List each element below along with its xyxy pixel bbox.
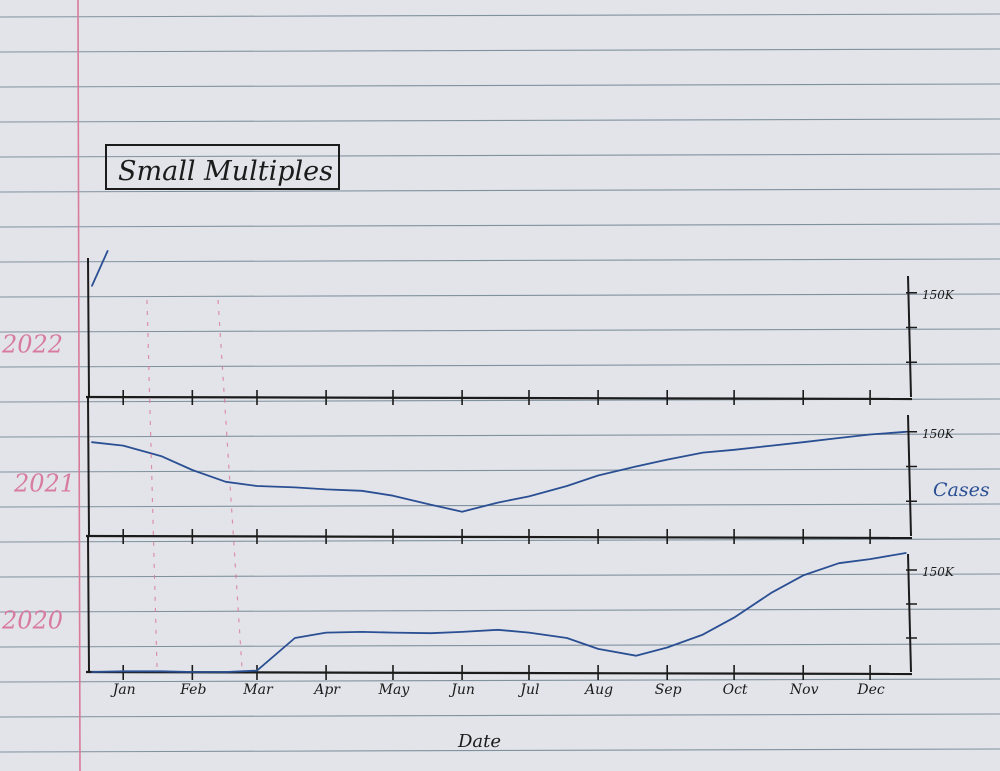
- year-label-2020: 2020: [1, 606, 63, 634]
- panel-baseline: [85, 534, 913, 540]
- rule-line: [0, 363, 1000, 368]
- panel-2020: 150K: [85, 535, 955, 680]
- rule-line: [0, 293, 1000, 298]
- month-label: Dec: [856, 682, 885, 698]
- rule-line: [0, 538, 1000, 543]
- panel-left-border: [87, 396, 90, 537]
- y-tick-label: 150K: [922, 427, 955, 441]
- y-tick-label: 150K: [922, 565, 955, 579]
- rule-line: [0, 678, 1000, 683]
- title-box: [105, 144, 340, 190]
- rule-line: [0, 328, 1000, 333]
- month-label: May: [378, 682, 411, 698]
- month-label: Aug: [583, 682, 613, 698]
- y-tick-label: 150K: [922, 288, 955, 302]
- month-label: Jun: [448, 682, 475, 698]
- year-label-2021: 2021: [13, 470, 75, 498]
- small-multiples-panels: 150K 150K 150K: [85, 250, 955, 680]
- rule-line: [0, 118, 1000, 123]
- panel-baseline: [85, 395, 913, 401]
- rule-line: [0, 188, 1000, 193]
- panel-left-border: [87, 257, 90, 398]
- x-axis: Jan Feb Mar Apr May Jun Jul Aug Sep Oct Nov Dec: [110, 682, 885, 698]
- notebook-margin-line: [77, 0, 81, 771]
- panel-left-border: [87, 535, 90, 673]
- month-label: Mar: [242, 682, 274, 698]
- panel-right-axis: [907, 414, 912, 537]
- rule-line: [0, 433, 1000, 438]
- rule-line: [0, 573, 1000, 578]
- month-label: Feb: [179, 682, 206, 698]
- month-label: Apr: [312, 682, 341, 698]
- rule-line: [0, 748, 1000, 753]
- y-axis-label: Cases: [933, 479, 990, 501]
- rule-line: [0, 643, 1000, 648]
- series-line-2022: [91, 250, 109, 287]
- notebook-rules: [0, 13, 1000, 753]
- panel-right-axis: [907, 553, 912, 673]
- month-label: Sep: [655, 682, 682, 698]
- month-label: Oct: [723, 682, 748, 698]
- month-label: Jan: [110, 682, 136, 698]
- rule-line: [0, 608, 1000, 613]
- rule-line: [0, 713, 1000, 718]
- rule-line: [0, 13, 1000, 18]
- rule-line: [0, 48, 1000, 53]
- year-labels: 2022 2021 2020: [1, 331, 75, 635]
- rule-line: [0, 223, 1000, 228]
- rule-line: [0, 468, 1000, 473]
- panel-right-axis: [907, 275, 912, 398]
- rule-line: [0, 258, 1000, 263]
- series-line-2020: [91, 552, 907, 673]
- rule-line: [0, 83, 1000, 88]
- rule-line: [0, 503, 1000, 508]
- panel-2021: 150K: [85, 396, 955, 544]
- series-line-2021: [91, 430, 907, 513]
- chart-title: Small Multiples: [118, 156, 333, 187]
- rule-line: [0, 153, 1000, 158]
- month-label: Nov: [789, 682, 819, 698]
- panel-2022: 150K: [85, 250, 955, 405]
- month-label: Jul: [517, 682, 539, 698]
- x-axis-label: Date: [457, 731, 501, 752]
- year-label-2022: 2022: [1, 331, 63, 359]
